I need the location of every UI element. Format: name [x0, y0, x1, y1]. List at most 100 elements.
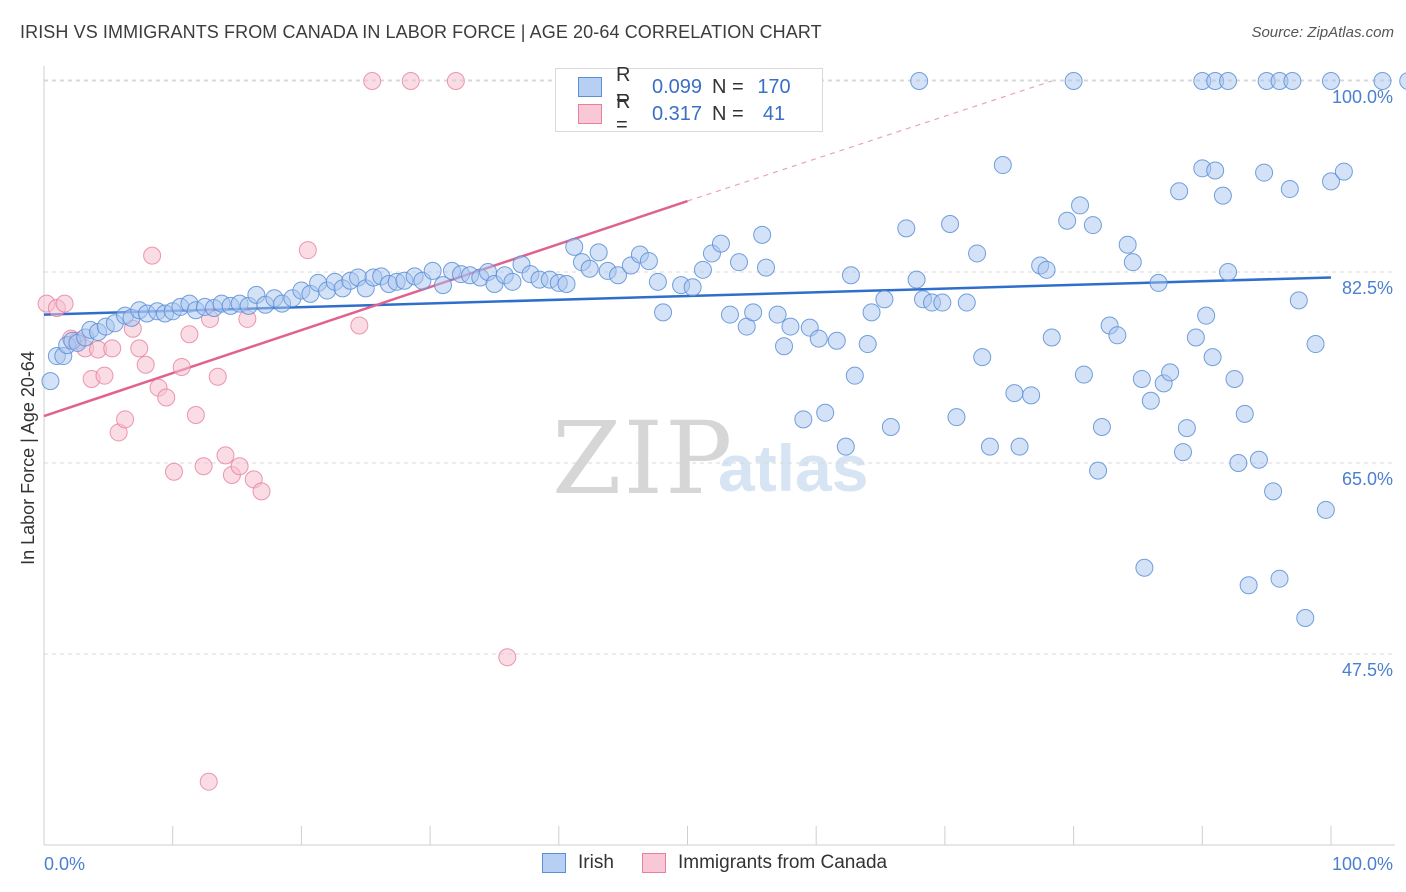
irish-point — [1132, 369, 1151, 388]
irish-point — [1197, 306, 1216, 325]
irish-point — [827, 331, 846, 350]
canada-point — [208, 367, 227, 386]
irish-point — [1141, 391, 1160, 410]
irish-point — [1322, 72, 1340, 90]
legend-n-label: N = — [712, 102, 744, 125]
irish-point — [947, 408, 966, 427]
irish-point — [1203, 348, 1222, 367]
irish-point — [1186, 328, 1205, 347]
irish-point — [973, 348, 992, 367]
canada-legend-swatch — [642, 853, 666, 873]
canada-point — [186, 405, 205, 424]
legend-r-label: R = — [616, 64, 631, 109]
irish-point — [875, 290, 894, 309]
irish-point — [711, 234, 730, 253]
irish-point — [1289, 291, 1308, 310]
irish-point — [1322, 172, 1340, 191]
canada-point — [116, 410, 135, 429]
legend-n-value: 41 — [762, 102, 786, 125]
irish-point — [1334, 162, 1353, 181]
canada-point — [446, 72, 465, 90]
irish-point — [910, 72, 929, 90]
irish-point — [557, 275, 576, 294]
irish-point — [1264, 482, 1283, 501]
y-tick-label: 100.0% — [1332, 87, 1393, 107]
irish-point — [858, 335, 877, 354]
irish-point — [836, 437, 855, 456]
irish-point — [993, 156, 1012, 175]
irish-point — [1213, 186, 1232, 205]
irish-point — [753, 225, 772, 244]
irish-point — [1089, 461, 1108, 480]
irish-point — [648, 272, 667, 291]
irish-point — [809, 329, 828, 348]
axis-layer — [43, 66, 1395, 846]
canada-point — [136, 355, 155, 374]
irish-point — [565, 237, 584, 256]
legend-item-irish: Irish — [542, 852, 614, 874]
canada-point — [401, 72, 420, 90]
legend-row-irish: R = 0.099 N = 170 — [578, 64, 798, 109]
irish-point — [1177, 419, 1196, 438]
irish-point — [639, 252, 658, 271]
canada-point — [350, 316, 369, 335]
irish-point — [1316, 500, 1335, 519]
canada-point — [164, 462, 183, 481]
legend-n-label: N = — [712, 75, 744, 98]
irish-point — [693, 260, 712, 279]
canada-point — [103, 339, 122, 358]
canada-point — [95, 366, 114, 385]
irish-point — [1170, 182, 1189, 201]
x-tick-label: 100.0% — [1332, 854, 1393, 874]
canada-point — [230, 457, 249, 476]
irish-point — [1283, 72, 1302, 90]
irish-point — [1239, 576, 1258, 595]
canada-trend-line — [43, 199, 688, 418]
canada-point — [55, 294, 74, 313]
legend-r-value: 0.099 — [651, 75, 703, 98]
irish-point — [1296, 608, 1315, 627]
irish-point — [1005, 384, 1024, 403]
irish-legend-swatch — [542, 853, 566, 873]
irish-point — [757, 258, 776, 277]
irish-point — [744, 303, 763, 322]
y-tick-label: 47.5% — [1342, 660, 1393, 680]
irish-point — [1255, 163, 1274, 182]
irish-point — [1022, 386, 1041, 405]
irish-point — [580, 259, 599, 278]
irish-point — [654, 303, 673, 322]
irish-point — [1092, 417, 1111, 436]
irish-point — [862, 303, 881, 322]
irish-point — [1206, 161, 1225, 180]
irish-point — [845, 366, 864, 385]
irish-point — [907, 270, 926, 289]
irish-point — [794, 410, 813, 429]
canada-point — [172, 357, 191, 376]
irish-point — [1149, 273, 1168, 292]
irish-point — [683, 278, 702, 297]
irish-point — [1118, 235, 1137, 254]
x-tick-label: 0.0% — [44, 854, 85, 874]
irish-point — [589, 243, 608, 262]
y-tick-label: 65.0% — [1342, 469, 1393, 489]
irish-point — [1235, 404, 1254, 423]
chart-title: IRISH VS IMMIGRANTS FROM CANADA IN LABOR… — [20, 22, 822, 42]
grid-layer — [44, 79, 1395, 655]
source-label: Source: ZipAtlas.com — [1251, 24, 1394, 41]
irish-point — [1064, 72, 1083, 90]
irish-point — [957, 293, 976, 312]
canada-point — [252, 482, 271, 501]
irish-point — [933, 293, 952, 312]
irish-point — [1399, 72, 1406, 90]
irish-point — [1108, 326, 1127, 345]
irish-points — [41, 72, 1406, 627]
irish-point — [1280, 180, 1299, 199]
canada-point — [199, 772, 218, 791]
irish-point — [1270, 569, 1289, 588]
legend-row-canada: R = 0.317 N = 41 — [578, 91, 798, 136]
irish-point — [1173, 443, 1192, 462]
canada-swatch — [578, 104, 602, 124]
irish-swatch — [578, 77, 602, 97]
irish-point — [980, 437, 999, 456]
